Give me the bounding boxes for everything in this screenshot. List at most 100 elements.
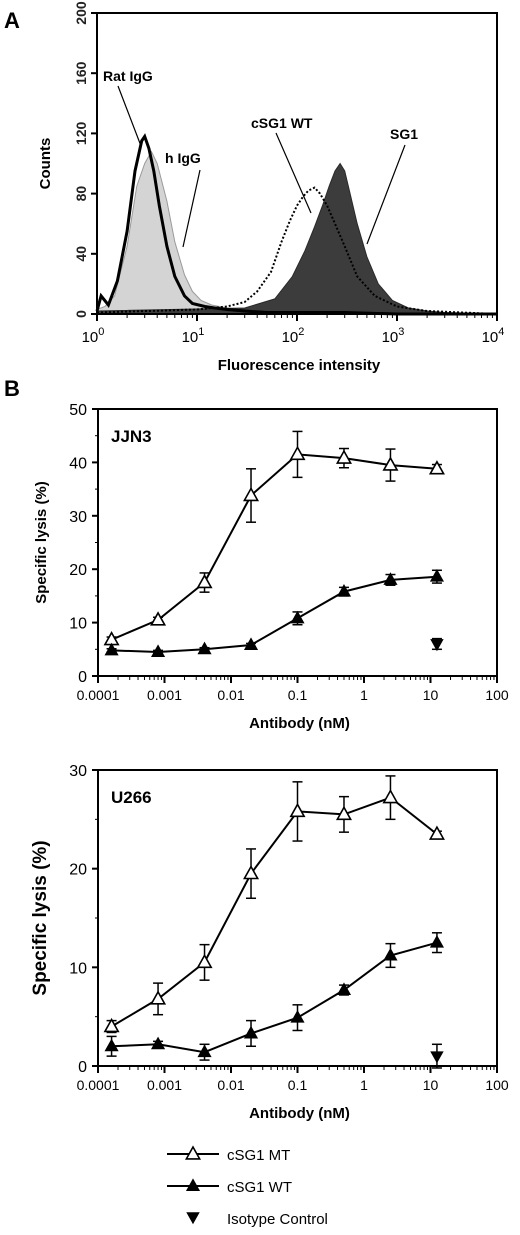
y-axis-label: Specific lysis (%) <box>33 481 50 604</box>
y-tick-label: 30 <box>69 509 87 526</box>
chart-title: JJN3 <box>111 427 152 446</box>
x-tick-label: 10 <box>423 1077 439 1093</box>
y-tick-label: 30 <box>69 763 87 780</box>
annotation-leader <box>366 144 406 245</box>
point-csg1-mt <box>243 486 260 502</box>
legend-label-csg1-mt: cSG1 MT <box>227 1147 290 1164</box>
x-axis-label: Antibody (nM) <box>249 715 350 732</box>
x-tick-label: 102 <box>282 326 305 346</box>
annotation-label: cSG1 WT <box>251 115 313 131</box>
point-csg1-mt <box>382 456 399 471</box>
x-tick-label: 0.001 <box>147 1077 182 1093</box>
point-csg1-wt <box>150 644 166 657</box>
annotation-leader <box>275 132 312 214</box>
point-csg1-wt <box>336 982 352 996</box>
point-csg1-wt <box>197 641 212 655</box>
point-csg1-mt <box>150 611 167 626</box>
point-csg1-wt <box>104 1038 119 1052</box>
annotation-leader <box>117 85 142 147</box>
point-csg1-wt <box>197 1044 212 1058</box>
jjn3-lysis-chart: 0 10 20 30 40 50 0.0001 0.001 0.01 0.1 1 10 100 Antib… <box>33 402 509 732</box>
point-csg1-wt <box>383 947 398 961</box>
point-csg1-wt <box>429 935 445 948</box>
y-tick-label: 40 <box>73 246 89 262</box>
point-csg1-mt <box>103 1017 120 1033</box>
x-tick-label: 0.1 <box>288 687 308 703</box>
x-tick-label: 0.01 <box>217 1077 244 1093</box>
y-tick-label: 0 <box>78 1059 87 1076</box>
y-tick-label: 120 <box>73 122 89 146</box>
x-tick-label: 0.1 <box>288 1077 308 1093</box>
point-csg1-mt <box>428 460 445 475</box>
y-tick-label: 80 <box>73 186 89 202</box>
histogram-chart: 0 40 80 120 160 200 100 101 102 103 104 Fluorescenc… <box>37 1 504 374</box>
x-axis-label: Fluorescence intensity <box>218 357 381 374</box>
histogram-sg1 <box>96 162 498 315</box>
panel-label-b: B <box>4 376 20 401</box>
annotation-label: SG1 <box>390 126 418 142</box>
x-tick-label: 1 <box>360 687 368 703</box>
x-tick-label: 0.0001 <box>77 687 120 703</box>
series-line-csg1-mt <box>111 796 438 1028</box>
y-tick-label: 50 <box>69 402 87 419</box>
point-csg1-mt <box>150 990 167 1005</box>
point-isotype-control <box>430 1051 444 1064</box>
legend: cSG1 MT cSG1 WT Isotype Control <box>167 1145 328 1228</box>
annotation-label: Rat IgG <box>103 68 153 84</box>
x-tick-label: 100 <box>485 687 509 703</box>
point-csg1-wt <box>243 1025 259 1039</box>
x-tick-label: 103 <box>382 326 405 346</box>
y-tick-label: 10 <box>69 616 87 633</box>
point-csg1-wt <box>290 1010 305 1023</box>
x-tick-label: 100 <box>82 326 105 346</box>
histogram-csg1-wt <box>96 186 498 315</box>
point-csg1-mt <box>196 953 213 969</box>
point-csg1-wt <box>383 572 398 585</box>
series-line-csg1-mt <box>111 453 437 641</box>
y-tick-label: 40 <box>69 455 87 472</box>
x-axis-label: Antibody (nM) <box>249 1105 350 1122</box>
chart-title: U266 <box>111 788 152 807</box>
x-tick-label: 0.01 <box>217 687 244 703</box>
y-axis-label: Specific lysis (%) <box>30 840 51 995</box>
point-csg1-wt <box>243 637 259 651</box>
legend-marker-csg1-wt <box>185 1178 201 1191</box>
y-tick-label: 160 <box>73 61 89 85</box>
histogram-rat-igg <box>95 133 497 316</box>
point-csg1-wt <box>336 583 352 597</box>
point-csg1-mt <box>335 449 352 464</box>
x-tick-label: 101 <box>182 326 205 346</box>
u266-lysis-chart: 0 10 20 30 0.0001 0.001 0.01 0.1 1 10 100 Antibody … <box>30 763 509 1122</box>
point-csg1-mt <box>243 864 260 880</box>
panel-label-a: A <box>4 8 20 33</box>
y-tick-label: 200 <box>73 1 89 25</box>
y-tick-label: 10 <box>69 960 87 977</box>
y-tick-label: 0 <box>78 669 87 686</box>
x-tick-label: 104 <box>482 326 505 346</box>
point-csg1-wt <box>104 642 119 656</box>
y-tick-label: 0 <box>73 310 89 318</box>
legend-marker-isotype-control <box>186 1212 200 1225</box>
point-csg1-wt <box>429 569 445 582</box>
series-line-csg1-wt <box>111 941 438 1054</box>
legend-marker-csg1-mt <box>184 1145 202 1160</box>
point-csg1-wt <box>290 610 305 624</box>
point-csg1-mt <box>335 805 352 821</box>
y-axis-label: Counts <box>37 138 54 190</box>
point-csg1-mt <box>289 445 306 461</box>
x-tick-label: 0.001 <box>147 687 182 703</box>
point-csg1-mt <box>382 788 399 804</box>
y-tick-label: 20 <box>69 562 87 579</box>
series-line-csg1-wt <box>111 575 437 654</box>
x-tick-label: 100 <box>485 1077 509 1093</box>
x-tick-label: 0.0001 <box>77 1077 120 1093</box>
legend-label-csg1-wt: cSG1 WT <box>227 1179 292 1196</box>
point-csg1-mt <box>428 825 445 840</box>
annotation-label: h IgG <box>165 150 201 166</box>
annotation-leader <box>182 169 201 248</box>
x-tick-label: 10 <box>423 687 439 703</box>
point-csg1-mt <box>289 802 306 818</box>
point-csg1-wt <box>150 1036 166 1050</box>
legend-label-isotype-control: Isotype Control <box>227 1211 328 1228</box>
